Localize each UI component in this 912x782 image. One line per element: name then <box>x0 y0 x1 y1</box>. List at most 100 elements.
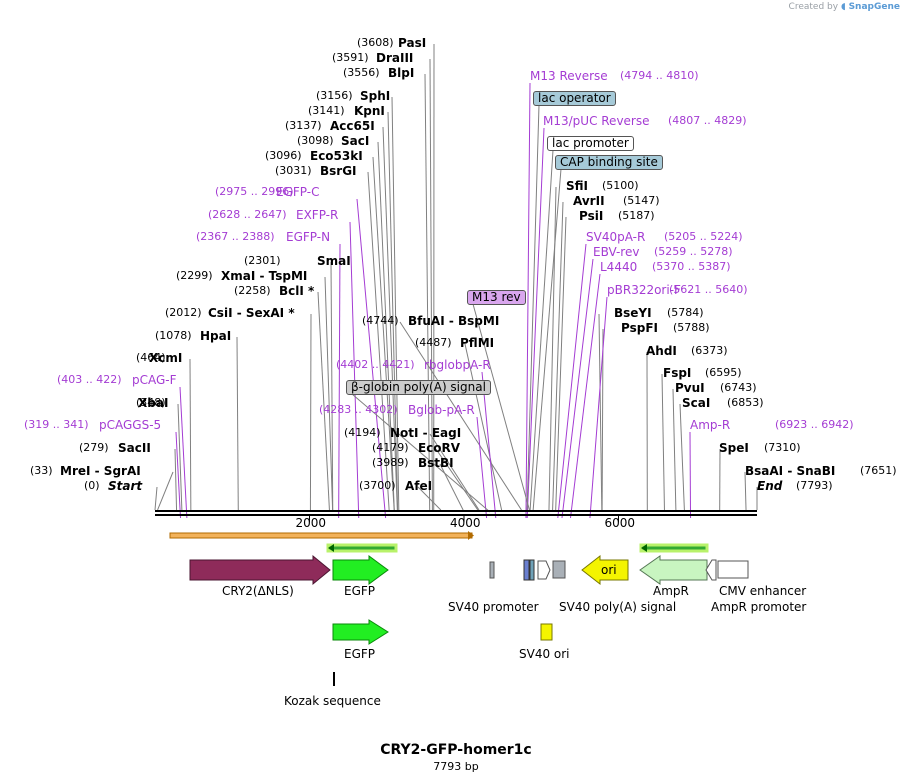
primer-leader-line <box>561 258 594 519</box>
enzyme-name: BlpI <box>388 66 415 80</box>
primer-name: Bglob-pA-R <box>408 403 475 417</box>
enzyme-name: SphI <box>360 89 391 103</box>
enzyme-position: (5187) <box>618 209 655 222</box>
enzyme-position: (4487) <box>415 336 452 349</box>
enzyme-leader-line <box>555 216 567 511</box>
orf-bar <box>326 543 398 553</box>
enzyme-name: SacI <box>341 134 370 148</box>
enzyme-name: EcoRV <box>418 441 461 455</box>
enzyme-leader-line <box>377 141 395 511</box>
enzyme-position: (5784) <box>667 306 704 319</box>
enzyme-name: AhdI <box>646 344 677 358</box>
enzyme-position: (3556) <box>343 66 380 79</box>
sv40-polya-box <box>552 560 566 579</box>
enzyme-name: DraIII <box>376 51 414 65</box>
enzyme-position: (4194) <box>344 426 381 439</box>
primer-range: (5621 .. 5640) <box>669 283 748 296</box>
primer-range: (319 .. 341) <box>24 418 89 431</box>
enzyme-leader-line <box>744 471 747 511</box>
primer-name: EGFP-N <box>286 230 331 244</box>
enzyme-position: (348) <box>136 396 166 409</box>
enzyme-position: (2258) <box>234 284 271 297</box>
enzyme-position: (3591) <box>332 51 369 64</box>
feature-badge: M13 rev <box>467 290 526 305</box>
orf-bar-arrowhead <box>468 531 474 540</box>
enzyme-name: PflMI <box>460 336 495 350</box>
enzyme-leader-line <box>309 313 312 511</box>
enzyme-leader-line <box>429 58 433 511</box>
enzyme-leader-line <box>601 328 604 511</box>
badge-leader-line <box>529 149 554 513</box>
enzyme-leader-line <box>177 403 183 511</box>
enzyme-leader-line <box>598 313 603 511</box>
enzyme-name: SacII <box>118 441 151 455</box>
enzyme-leader-line <box>154 486 158 511</box>
orf-bar-arrowhead <box>641 544 647 552</box>
feature-badge: lac promoter <box>547 136 634 151</box>
enzyme-leader-line <box>189 358 192 511</box>
enzyme-name: AvrII <box>573 194 605 208</box>
sv40-promoter-box <box>489 561 495 579</box>
enzyme-position: (3700) <box>359 479 396 492</box>
feature-label: EGFP <box>344 584 376 598</box>
enzyme-leader-line <box>174 448 178 511</box>
enzyme-position: (2012) <box>165 306 202 319</box>
primer-name: M13/pUC Reverse <box>543 114 650 128</box>
axis-tick-label: 4000 <box>449 516 481 530</box>
primer-range: (4402 .. 4421) <box>336 358 415 371</box>
credit-brand: SnapGene <box>848 2 900 12</box>
primer-name: pCAGGS-5 <box>99 418 162 432</box>
primer-range: (4283 .. 4302) <box>319 403 398 416</box>
enzyme-position: (3098) <box>297 134 334 147</box>
enzyme-leader-line <box>429 433 480 511</box>
enzyme-leader-line <box>435 448 479 511</box>
primer-name: M13 Reverse <box>530 69 608 83</box>
enzyme-position: (5100) <box>602 179 639 192</box>
enzyme-leader-line <box>548 186 557 511</box>
enzyme-name: AfeI <box>405 479 433 493</box>
enzyme-leader-line <box>236 336 239 511</box>
enzyme-name: SpeI <box>719 441 749 455</box>
primer-leader-line <box>557 243 587 519</box>
enzyme-name: BsaAI - SnaBI <box>745 464 836 478</box>
enzyme-name: XcmI <box>149 351 183 365</box>
primer-leader-line <box>481 371 497 519</box>
primer-leader-line <box>569 273 601 519</box>
feature-label: SV40 promoter <box>448 600 539 614</box>
enzyme-position: (279) <box>79 441 109 454</box>
feature-label: Kozak sequence <box>284 694 381 708</box>
orf-bar <box>639 543 709 553</box>
enzyme-name: NotI - EagI <box>390 426 462 440</box>
enzyme-leader-line <box>372 156 395 511</box>
enzyme-name: BseYI <box>614 306 652 320</box>
primer-leader-line <box>356 198 387 519</box>
enzyme-name: Acc65I <box>330 119 375 133</box>
enzyme-name: XmaI - TspMI <box>221 269 308 283</box>
lac-promoter-arrow <box>537 560 551 580</box>
primer-range: (4807 .. 4829) <box>668 114 747 127</box>
backbone-bottom-strand <box>155 514 757 516</box>
feature-label: AmpR promoter <box>711 600 807 614</box>
orf-bar <box>169 532 473 539</box>
primer-leader-line <box>338 243 341 519</box>
badge-leader-line <box>472 303 531 513</box>
enzyme-name: MreI - SgrAI <box>60 464 141 478</box>
egfp-feature-arrow <box>332 555 389 585</box>
credit: Created by ◖ SnapGene <box>789 2 900 12</box>
primer-name: Amp-R <box>690 418 731 432</box>
orf-bar-arrowhead <box>328 544 334 552</box>
axis-tick-label: 2000 <box>295 516 327 530</box>
enzyme-leader-line <box>317 291 330 511</box>
primer-name: L4440 <box>600 260 638 274</box>
enzyme-leader-line <box>399 321 522 511</box>
axis-tick-label: 6000 <box>604 516 636 530</box>
enzyme-leader-line <box>424 73 431 511</box>
feature-badge: lac operator <box>533 91 616 106</box>
enzyme-leader-line <box>367 171 390 511</box>
ampr-feature-arrow <box>639 555 708 585</box>
enzyme-leader-line <box>672 388 677 511</box>
primer-name: EBV-rev <box>593 245 640 259</box>
primer-leader-line <box>526 127 545 519</box>
lac-site-box <box>529 559 535 581</box>
